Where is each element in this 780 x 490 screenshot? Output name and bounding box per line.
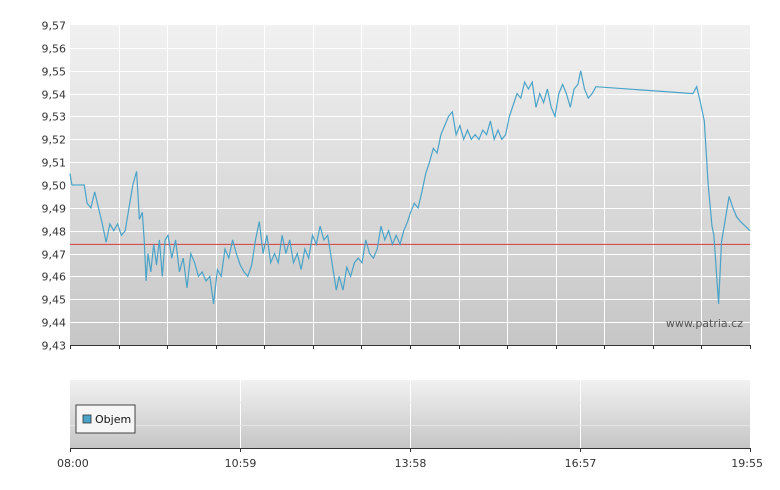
legend-swatch bbox=[82, 414, 92, 424]
price-y-tick-label: 9,51 bbox=[42, 157, 67, 170]
price-y-axis-ticks: 9,57 9,56 9,55 9,54 9,53 9,52 9,51 9,50 9,49 9,48… bbox=[42, 20, 67, 353]
price-y-tick-label: 9,45 bbox=[42, 294, 67, 307]
x-tick-label: 19:55 bbox=[731, 457, 763, 470]
price-panel: 9,57 9,56 9,55 9,54 9,53 9,52 9,51 9,50 9,49 9,48… bbox=[42, 20, 751, 353]
volume-x-axis-ticks: 08:00 10:59 13:58 16:57 19:55 bbox=[57, 448, 763, 470]
price-x-tick-marks bbox=[70, 345, 751, 349]
volume-gridlines bbox=[70, 380, 750, 448]
price-y-tick-label: 9,52 bbox=[42, 134, 67, 147]
price-y-tick-label: 9,50 bbox=[42, 180, 67, 193]
price-y-tick-label: 9,54 bbox=[42, 89, 67, 102]
volume-legend: Objem bbox=[75, 404, 136, 434]
watermark: www.patria.cz bbox=[666, 317, 743, 330]
x-tick-label: 08:00 bbox=[57, 457, 89, 470]
price-y-tick-label: 9,44 bbox=[42, 317, 67, 330]
price-gridlines bbox=[70, 25, 750, 345]
price-series-line bbox=[69, 70, 751, 304]
price-y-tick-label: 9,57 bbox=[42, 20, 67, 33]
x-tick-label: 10:59 bbox=[225, 457, 257, 470]
legend-label: Objem bbox=[95, 413, 131, 426]
price-y-tick-label: 9,46 bbox=[42, 271, 67, 284]
price-y-tick-label: 9,53 bbox=[42, 111, 67, 124]
x-tick-label: 13:58 bbox=[395, 457, 427, 470]
price-y-tick-label: 9,55 bbox=[42, 66, 67, 79]
x-tick-label: 16:57 bbox=[565, 457, 597, 470]
price-y-tick-label: 9,48 bbox=[42, 226, 67, 239]
price-y-tick-label: 9,56 bbox=[42, 43, 67, 56]
price-y-tick-label: 9,47 bbox=[42, 249, 67, 262]
price-y-tick-label: 9,43 bbox=[42, 340, 67, 353]
price-y-tick-label: 9,49 bbox=[42, 203, 67, 216]
volume-panel: 08:00 10:59 13:58 16:57 19:55 Objem bbox=[57, 380, 763, 470]
